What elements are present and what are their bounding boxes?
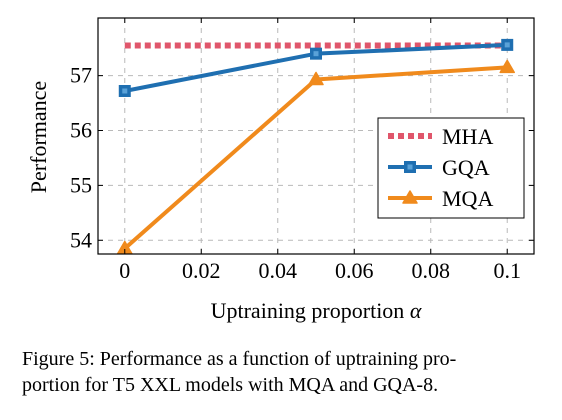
y-tick-label: 57 bbox=[70, 63, 92, 88]
series-lines bbox=[117, 38, 515, 255]
mqa-point bbox=[499, 59, 515, 74]
legend: MHA GQA MQA bbox=[377, 117, 525, 219]
legend-label-mqa: MQA bbox=[442, 186, 493, 211]
x-axis-label-symbol: α bbox=[410, 298, 422, 323]
x-axis-label-text: Uptraining proportion bbox=[211, 298, 410, 323]
mqa-point bbox=[308, 71, 324, 86]
y-tick-label: 56 bbox=[70, 118, 92, 143]
legend-marker-gqa-inner bbox=[407, 164, 413, 170]
legend-label-mha: MHA bbox=[442, 124, 493, 149]
x-tick-label: 0.04 bbox=[259, 258, 298, 283]
x-tick-label: 0.02 bbox=[182, 258, 221, 283]
x-tick-label: 0.1 bbox=[493, 258, 521, 283]
y-tick-label: 54 bbox=[70, 227, 92, 252]
y-axis-label: Performance bbox=[26, 81, 51, 193]
x-tick-label: 0.06 bbox=[335, 258, 374, 283]
y-tick-label: 55 bbox=[70, 172, 92, 197]
chart: 0 0.02 0.04 0.06 0.08 0.1 54 55 56 57 Performance… bbox=[26, 17, 535, 323]
legend-marker-mqa bbox=[402, 190, 418, 204]
figure-caption: Figure 5: Performance as a function of u… bbox=[22, 346, 542, 398]
caption-line-2: portion for T5 XXL models with MQA and G… bbox=[22, 374, 439, 396]
legend-label-gqa: GQA bbox=[442, 155, 490, 180]
gqa-point-inner bbox=[504, 42, 510, 48]
x-tick-label: 0 bbox=[119, 258, 130, 283]
caption-line-1: Figure 5: Performance as a function of u… bbox=[22, 348, 457, 370]
gqa-point-inner bbox=[122, 88, 128, 94]
tick-labels: 0 0.02 0.04 0.06 0.08 0.1 54 55 56 57 bbox=[70, 18, 534, 283]
x-axis-label: Uptraining proportion α bbox=[211, 298, 422, 323]
plot-frame bbox=[97, 17, 535, 255]
gqa-point-inner bbox=[313, 51, 319, 57]
x-tick-label: 0.08 bbox=[411, 258, 450, 283]
